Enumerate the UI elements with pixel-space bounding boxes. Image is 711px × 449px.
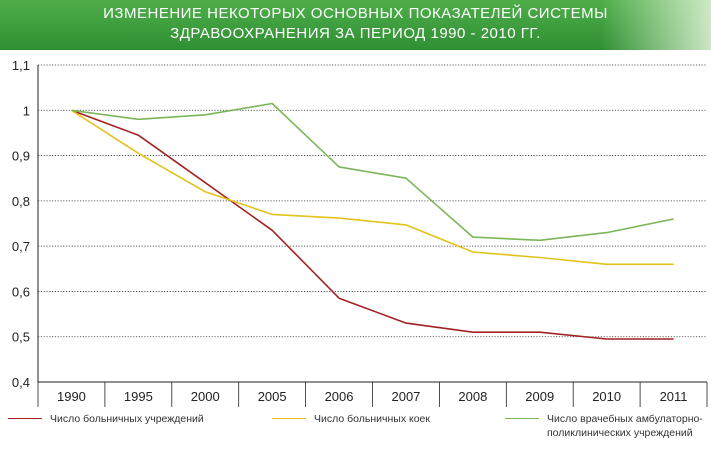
x-tick-label: 2007 [391, 389, 420, 404]
y-tick-label: 0,9 [12, 149, 30, 164]
series-lines [71, 102, 674, 340]
y-tick-label: 0,7 [12, 239, 30, 254]
grid-lines [38, 64, 707, 338]
series-line-1 [71, 109, 674, 266]
legend-label-hospitals: Число больничных учреждений [50, 413, 204, 425]
legend-item-beds: Число больничных коек [272, 412, 430, 426]
chart-title-line-1: ИЗМЕНЕНИЕ НЕКОТОРЫХ ОСНОВНЫХ ПОКАЗАТЕЛЕЙ… [103, 5, 608, 22]
y-tick-label: 0,8 [12, 194, 30, 209]
legend-label-clinics: Число врачебных амбулаторно- поликлиниче… [547, 412, 703, 440]
x-tick-label: 2008 [458, 389, 487, 404]
y-tick-label: 0,6 [12, 284, 30, 299]
line-chart: 0,4 0,5 0,6 0,7 0,8 0,9 1 1,1 1990 1995 2000 2005 2… [12, 58, 708, 407]
legend-item-clinics: Число врачебных амбулаторно- поликлиниче… [505, 412, 703, 440]
x-tick-label: 2009 [525, 389, 554, 404]
series-line-2 [71, 102, 674, 242]
y-tick-label: 1 [23, 103, 30, 118]
banner-glow [601, 0, 711, 50]
y-tick-label: 0,5 [12, 330, 30, 345]
axes [37, 65, 708, 407]
legend: Число больничных учреждений Число больни… [0, 412, 711, 449]
series-line-0 [71, 109, 674, 340]
x-tick-label: 2011 [660, 389, 688, 404]
legend-label-clinics-line-1: Число врачебных амбулаторно- [547, 413, 703, 425]
legend-item-hospitals: Число больничных учреждений [8, 412, 204, 426]
title-banner: ИЗМЕНЕНИЕ НЕКОТОРЫХ ОСНОВНЫХ ПОКАЗАТЕЛЕЙ… [0, 0, 711, 50]
legend-swatch-beds [272, 418, 306, 419]
legend-label-beds: Число больничных коек [314, 413, 430, 425]
legend-label-clinics-line-2: поликлинических учреждений [547, 427, 693, 439]
y-tick-labels: 0,4 0,5 0,6 0,7 0,8 0,9 1 1,1 [12, 58, 30, 390]
y-tick-label: 1,1 [12, 58, 30, 73]
x-tick-labels: 1990 1995 2000 2005 2006 2007 2008 2009 2010 2011 [57, 389, 688, 404]
x-tick-label: 2005 [258, 389, 287, 404]
x-tick-label: 1990 [57, 389, 86, 404]
legend-swatch-hospitals [8, 418, 42, 419]
x-tick-label: 1995 [124, 389, 153, 404]
legend-swatch-clinics [505, 418, 539, 419]
x-tick-label: 2006 [325, 389, 354, 404]
x-tick-label: 2000 [191, 389, 220, 404]
chart-title-line-2: ЗДРАВООХРАНЕНИЯ ЗА ПЕРИОД 1990 - 2010 ГГ… [170, 25, 541, 42]
y-tick-label: 0,4 [12, 375, 30, 390]
x-tick-label: 2010 [592, 389, 621, 404]
